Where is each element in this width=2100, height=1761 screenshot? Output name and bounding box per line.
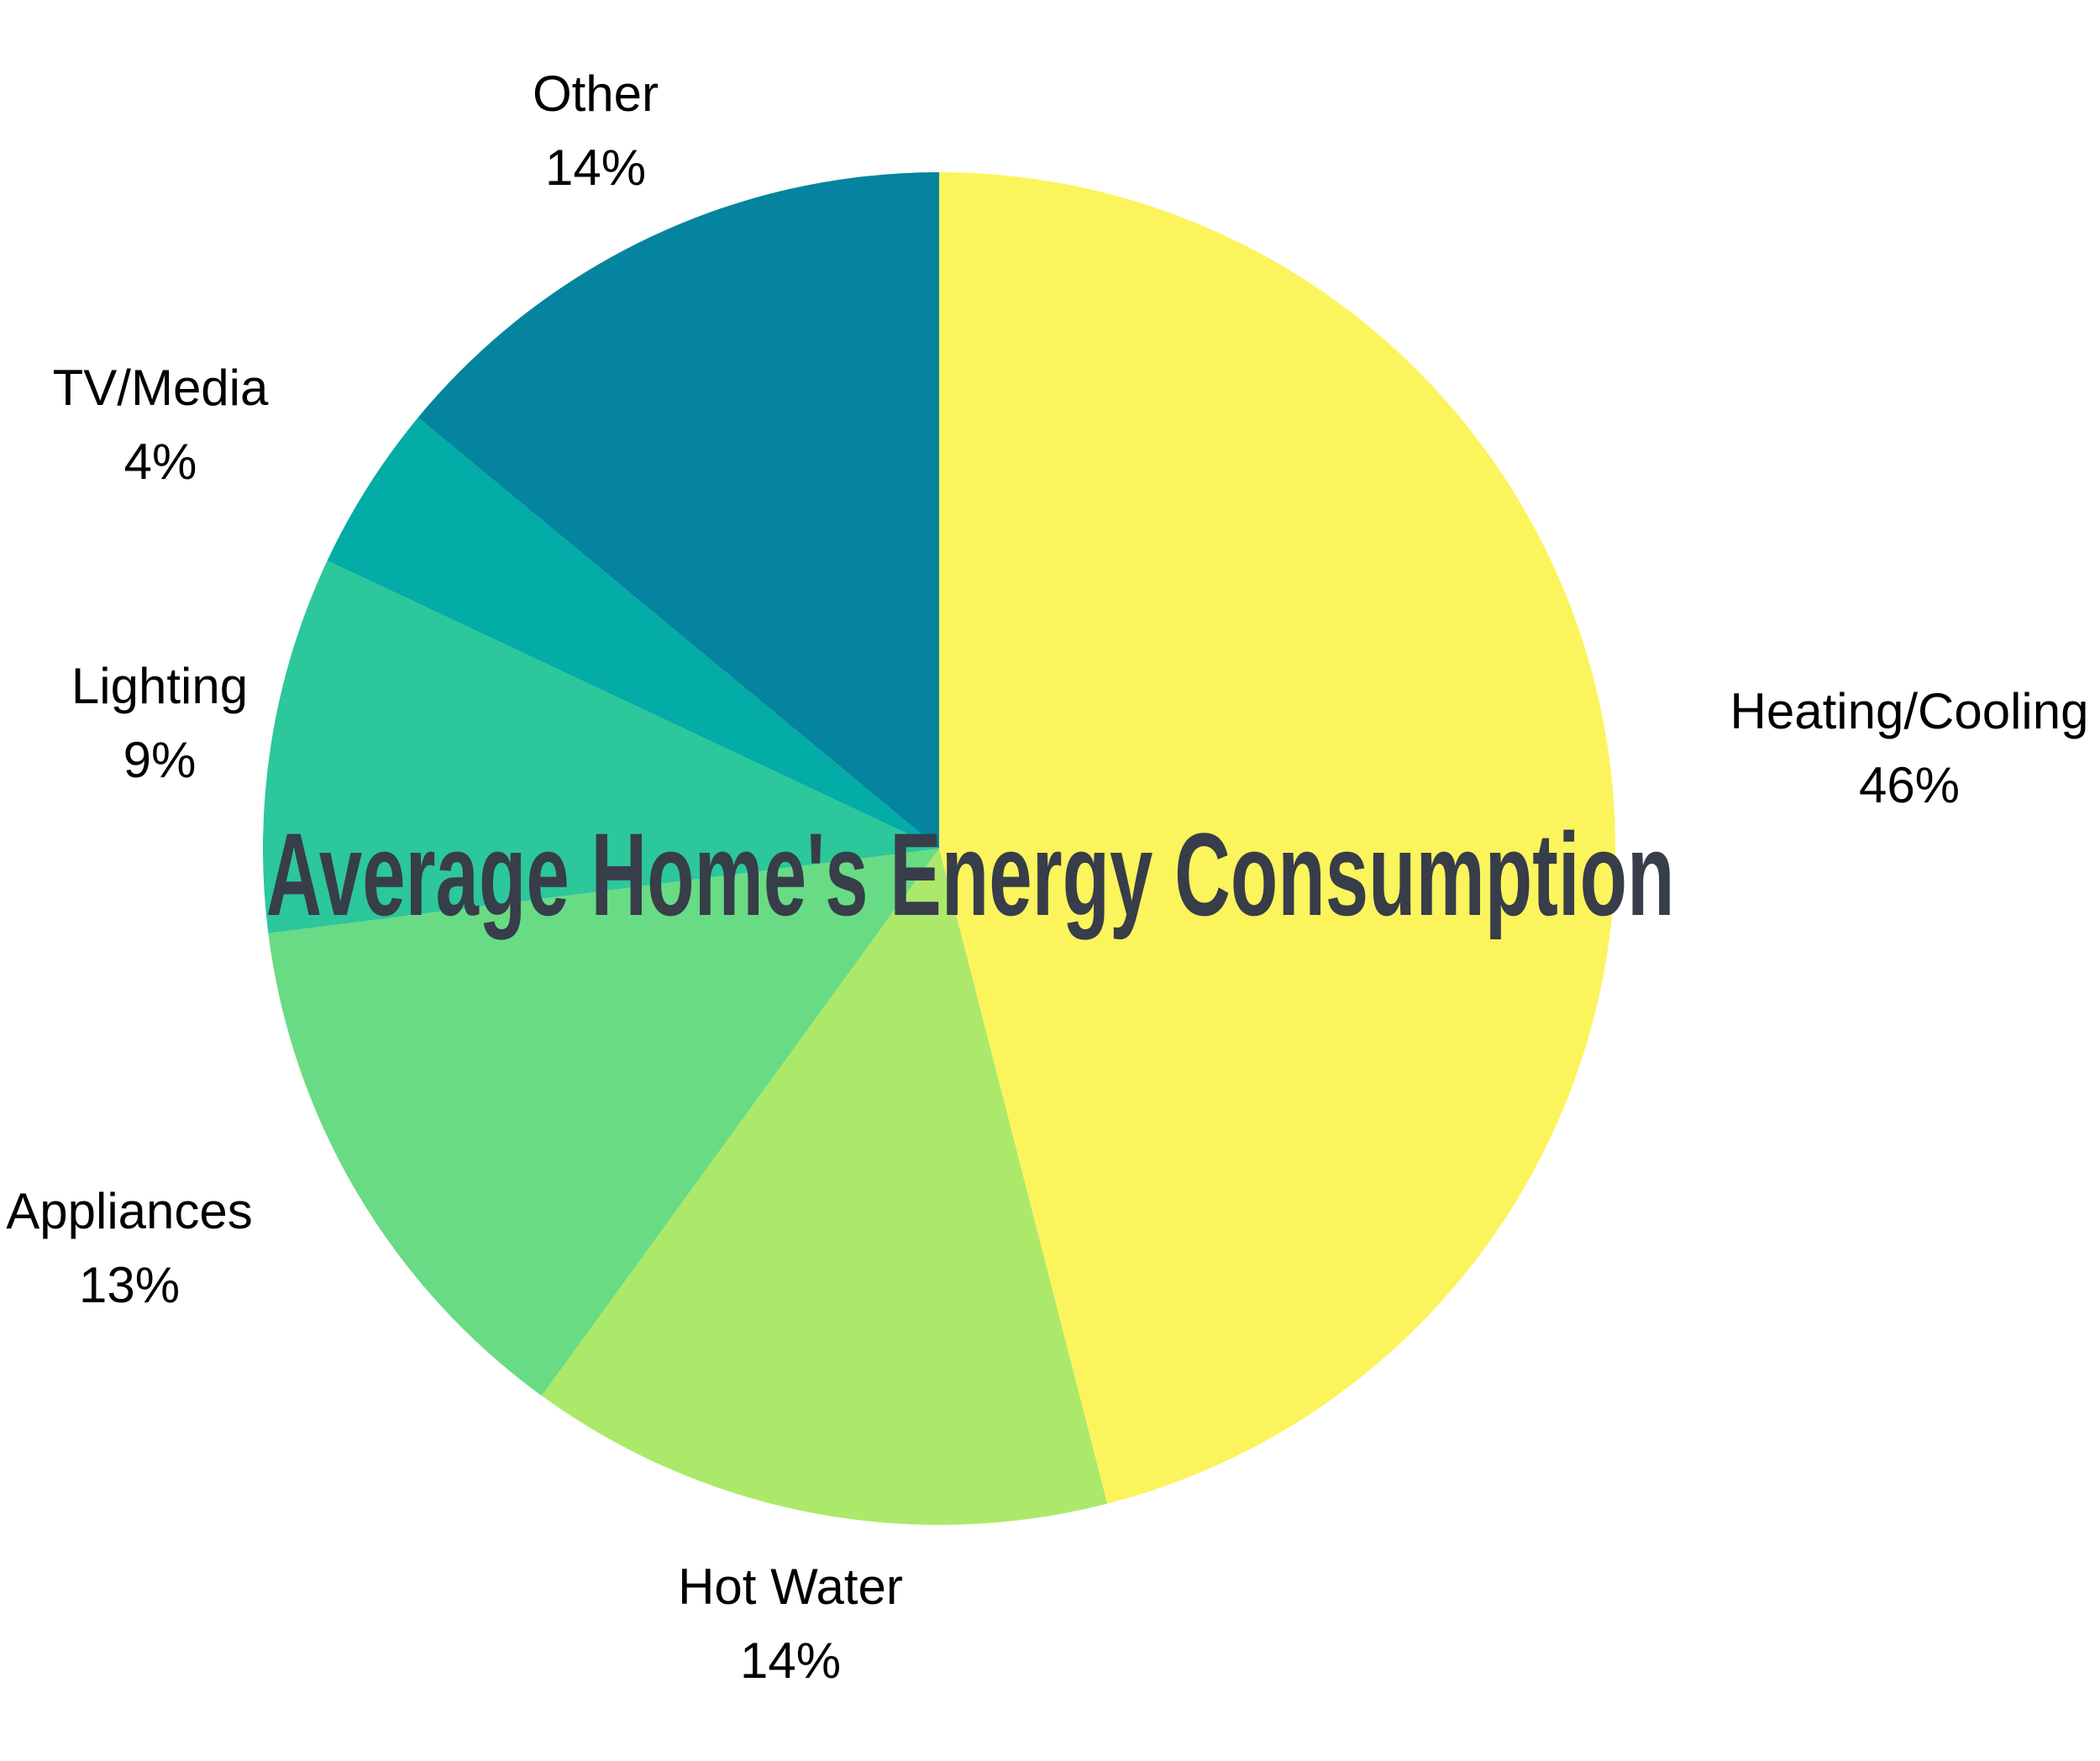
chart-title-line-1: Average Home's Energy bbox=[265, 808, 1153, 940]
slice-label-tv-media: TV/Media 4% bbox=[53, 351, 269, 499]
slice-label-hot-water-name: Hot Water bbox=[678, 1559, 903, 1615]
slice-label-hot-water-pct: 14% bbox=[739, 1632, 842, 1689]
pie-slice-other bbox=[417, 172, 939, 849]
pie-slice-heating-cooling bbox=[939, 172, 1616, 1504]
slice-label-other-pct: 14% bbox=[544, 139, 647, 196]
slice-label-other: Other 14% bbox=[533, 57, 659, 205]
pie-slice-appliances bbox=[268, 849, 940, 1396]
pie-slice-lighting bbox=[263, 560, 939, 933]
slice-label-heating-cooling: Heating/Cooling 46% bbox=[1730, 675, 2089, 823]
slice-label-appliances-name: Appliances bbox=[6, 1183, 253, 1239]
slice-label-tv-media-pct: 4% bbox=[123, 434, 197, 490]
chart-title: Average Home's Energy Consumption bbox=[266, 763, 1675, 986]
chart-title-line-2: Consumption bbox=[1174, 808, 1675, 940]
pie-slice-hot-water bbox=[541, 849, 1108, 1526]
pie-slice-tv-media bbox=[327, 417, 939, 849]
slice-label-other-name: Other bbox=[532, 66, 659, 122]
slice-label-lighting-name: Lighting bbox=[71, 658, 249, 714]
slice-label-lighting-pct: 9% bbox=[123, 732, 197, 788]
slice-label-lighting: Lighting 9% bbox=[71, 649, 248, 797]
slice-label-tv-media-name: TV/Media bbox=[52, 360, 269, 416]
slice-label-heating-cooling-name: Heating/Cooling bbox=[1730, 683, 2089, 739]
slice-label-appliances: Appliances 13% bbox=[6, 1175, 253, 1322]
slice-label-hot-water: Hot Water 14% bbox=[678, 1550, 903, 1698]
slice-label-heating-cooling-pct: 46% bbox=[1858, 757, 1961, 813]
slice-label-appliances-pct: 13% bbox=[78, 1257, 181, 1313]
